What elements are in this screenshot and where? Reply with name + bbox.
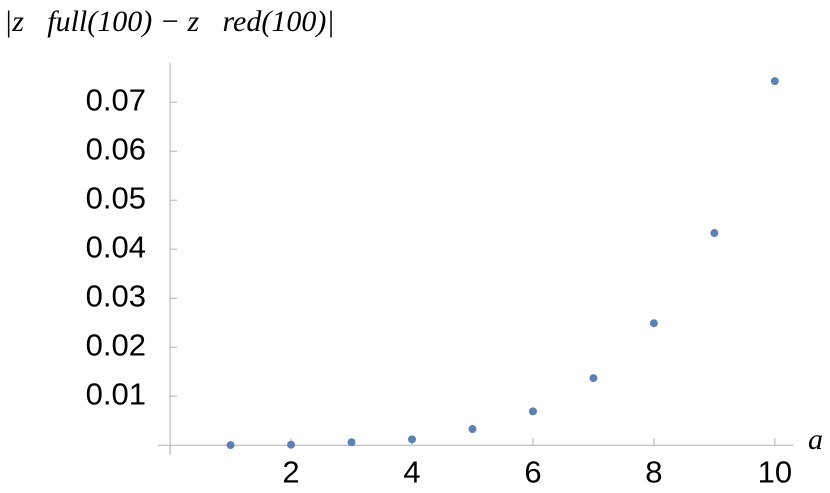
y-tick-label: 0.05 <box>86 180 146 215</box>
point <box>649 319 658 328</box>
point <box>347 438 356 447</box>
x-tick-label: 6 <box>524 454 541 489</box>
point <box>528 407 537 416</box>
y-tick-label: 0.07 <box>86 82 146 117</box>
x-axis-label: a <box>808 423 823 456</box>
x-tick-label: 8 <box>645 454 662 489</box>
y-tick-label: 0.02 <box>86 327 146 362</box>
point <box>287 440 296 449</box>
point <box>710 229 719 238</box>
y-tick-label: 0.04 <box>86 229 146 264</box>
point <box>468 425 477 434</box>
point <box>589 374 598 383</box>
y-tick-label: 0.01 <box>86 376 146 411</box>
point <box>226 441 235 450</box>
point <box>408 435 416 444</box>
x-tick-label: 2 <box>282 454 299 489</box>
point <box>770 77 779 86</box>
x-tick-label: 10 <box>758 454 792 489</box>
x-tick-label: 4 <box>403 454 420 489</box>
y-axis-label: |z⃗full(100) − z⃗red(100)| <box>4 5 335 38</box>
y-tick-label: 0.03 <box>86 278 146 313</box>
y-tick-label: 0.06 <box>86 131 146 166</box>
